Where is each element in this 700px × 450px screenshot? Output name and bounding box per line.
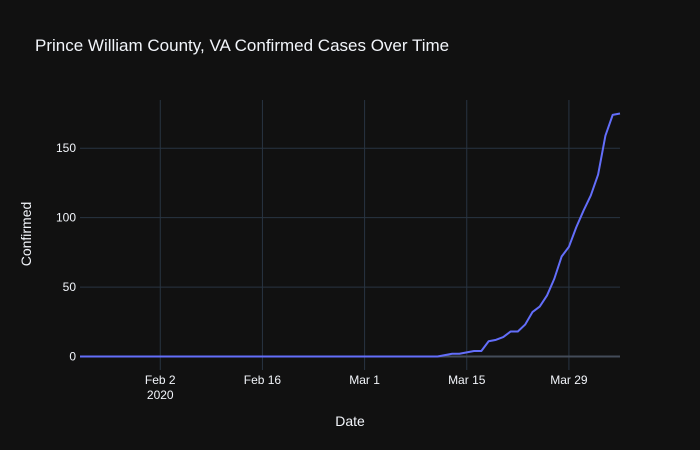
y-tick-label: 100 [56,211,76,225]
chart-title: Prince William County, VA Confirmed Case… [35,36,449,55]
x-tick-label: Mar 15 [448,373,486,387]
x-tick-label: Feb 16 [244,373,282,387]
x-tick-label: Mar 29 [550,373,588,387]
series-line [80,112,621,358]
x-tick-label: Mar 1 [349,373,380,387]
y-axis-title: Confirmed [18,202,34,267]
x-axis-title: Date [335,413,365,429]
x-tick-label: Feb 2 [145,373,176,387]
x-tick-sublabel: 2020 [147,388,174,402]
y-tick-label: 50 [63,280,77,294]
plot-layer [80,112,621,358]
y-tick-label: 150 [56,141,76,155]
y-tick-label: 0 [69,350,76,364]
